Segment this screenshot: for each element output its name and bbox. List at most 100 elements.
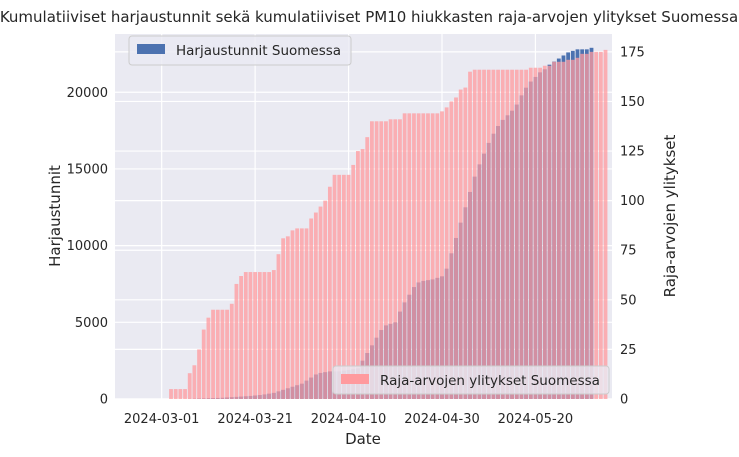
exceedance-bar: [444, 107, 449, 400]
exceedance-bar: [253, 272, 258, 399]
exceedance-bar: [388, 119, 393, 399]
right-tick-label: 100: [620, 194, 645, 209]
chart-title: Kumulatiiviset harjaustunnit sekä kumula…: [0, 8, 738, 26]
exceedance-bar: [239, 276, 243, 399]
exceedance-bar: [370, 121, 374, 400]
exceedance-bar: [356, 151, 360, 399]
left-tick-label: 15000: [67, 162, 108, 177]
exceedance-bar: [323, 200, 328, 399]
exceedance-bar: [313, 212, 318, 399]
exceedance-bar: [584, 53, 589, 400]
x-tick-label: 2024-04-30: [404, 412, 480, 427]
left-tick-label: 5000: [75, 316, 108, 331]
exceedance-bar: [360, 149, 365, 399]
exceedance-bar: [449, 101, 454, 400]
exceedance-bar: [468, 71, 472, 399]
exceedance-bar: [384, 121, 388, 400]
exceedance-bar: [393, 119, 398, 399]
exceedance-bar: [234, 283, 239, 399]
exceedance-bar: [309, 218, 314, 399]
left-tick-label: 10000: [67, 239, 108, 254]
exceedance-bar: [248, 272, 253, 399]
exceedance-bar: [206, 317, 211, 399]
exceedance-bar: [519, 69, 524, 400]
exceedance-bar: [402, 113, 407, 399]
exceedance-bar: [430, 113, 435, 399]
exceedance-bar: [589, 51, 594, 399]
exceedance-bar: [598, 51, 603, 399]
exceedance-bar: [169, 389, 173, 399]
exceedance-bar: [276, 254, 281, 399]
exceedance-bar: [580, 53, 585, 400]
exceedance-bar: [426, 113, 430, 399]
right-tick-label: 175: [620, 45, 645, 60]
exceedance-bar: [178, 389, 183, 399]
exceedance-bar: [570, 59, 575, 399]
legend-label-exceedances: Raja-arvojen ylitykset Suomessa: [380, 373, 600, 389]
x-tick-label: 2024-05-20: [498, 412, 574, 427]
exceedance-bar: [575, 57, 580, 399]
exceedance-bar: [533, 67, 538, 399]
exceedance-bar: [477, 69, 482, 400]
exceedance-bar: [262, 272, 267, 399]
exceedance-bar: [510, 69, 514, 400]
left-axis-label: Harjaustunnit: [46, 165, 64, 267]
exceedance-bar: [412, 113, 416, 399]
right-axis-ticks: 0 25 50 75 100 125 150 175: [620, 45, 645, 407]
exceedance-bar: [220, 309, 225, 399]
exceedance-bar: [211, 309, 215, 399]
exceedance-bar: [379, 121, 384, 400]
exceedance-bar: [514, 69, 519, 400]
exceedance-bar: [257, 272, 262, 399]
right-tick-label: 25: [620, 343, 637, 358]
exceedance-bar: [271, 270, 276, 399]
exceedance-bar: [528, 67, 533, 399]
exceedance-bar: [594, 51, 599, 399]
exceedance-bar: [524, 69, 528, 400]
exceedance-bar: [365, 137, 370, 400]
exceedance-bar: [500, 69, 505, 400]
exceedance-bar: [229, 303, 234, 399]
exceedance-bar: [547, 65, 552, 399]
exceedance-bar: [346, 174, 351, 399]
exceedance-bar: [183, 389, 187, 399]
exceedance-bar: [341, 174, 346, 399]
legend-label-hours: Harjaustunnit Suomessa: [176, 43, 341, 59]
exceedance-bar: [454, 97, 458, 399]
exceedance-bar: [299, 228, 304, 399]
exceedance-bar: [243, 272, 248, 399]
right-axis-label: Raja-arvojen ylitykset: [661, 135, 679, 298]
x-tick-label: 2024-03-21: [217, 412, 293, 427]
exceedance-bar: [351, 164, 356, 399]
exceedance-bar: [318, 206, 323, 399]
exceedance-bars: [169, 49, 608, 400]
exceedance-bar: [398, 119, 402, 399]
exceedance-bar: [421, 113, 426, 399]
exceedance-bar: [332, 174, 337, 399]
legend-top-left: Harjaustunnit Suomessa: [128, 35, 352, 66]
exceedance-bar: [435, 113, 440, 399]
right-tick-label: 50: [620, 293, 637, 308]
left-axis-ticks: 0 5000 10000 15000 20000: [67, 86, 108, 408]
exceedance-bar: [281, 238, 286, 399]
exceedance-bar: [337, 174, 342, 399]
x-tick-label: 2024-03-01: [124, 412, 200, 427]
exceedance-bar: [538, 67, 543, 399]
exceedance-bar: [201, 329, 206, 399]
exceedance-bar: [505, 69, 510, 400]
legend-bottom-right: Raja-arvojen ylitykset Suomessa: [332, 365, 610, 395]
right-tick-label: 75: [620, 244, 637, 259]
legend-box: [332, 365, 610, 395]
exceedance-bar: [187, 373, 192, 399]
x-axis-label: Date: [345, 430, 381, 448]
exceedance-bar: [327, 186, 332, 399]
exceedance-bar: [407, 113, 412, 399]
exceedance-bar: [225, 309, 229, 399]
legend-swatch-exceedances: [341, 374, 369, 384]
right-tick-label: 125: [620, 145, 645, 160]
exceedance-bar: [267, 272, 272, 399]
exceedance-bar: [486, 69, 491, 400]
exceedance-bar: [290, 230, 295, 399]
exceedance-bar: [295, 228, 300, 399]
exceedance-bar: [491, 69, 496, 400]
